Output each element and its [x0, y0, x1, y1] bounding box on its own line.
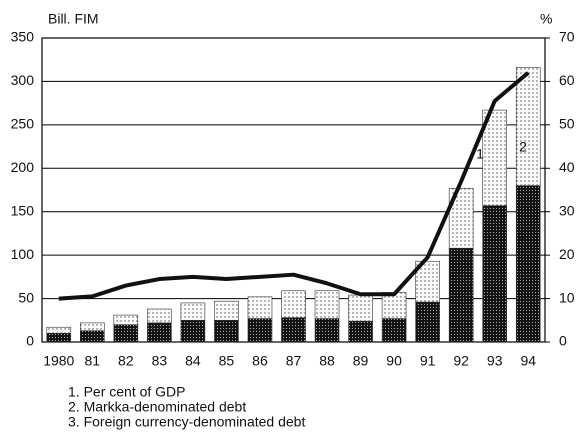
bar	[281, 290, 306, 318]
y-tick-label: 300	[11, 72, 35, 88]
legend-entry: 2. Markka-denominated debt	[68, 399, 246, 415]
x-tick-label: 86	[252, 353, 268, 369]
x-tick-label: 85	[219, 353, 235, 369]
bar	[180, 319, 206, 343]
y2-tick-label: 20	[559, 246, 575, 262]
x-tick-label: 1980	[43, 353, 74, 369]
x-tick-label: 91	[420, 353, 436, 369]
y2-tick-label: 60	[559, 72, 575, 88]
bar	[113, 314, 139, 325]
bar	[482, 109, 508, 206]
y2-tick-label: 40	[559, 159, 575, 175]
x-tick-label: 92	[453, 353, 469, 369]
x-tick-label: 93	[487, 353, 503, 369]
x-tick-label: 84	[185, 353, 201, 369]
bar	[80, 330, 105, 343]
bar	[46, 333, 72, 343]
x-tick-label: 89	[353, 353, 369, 369]
bar	[214, 319, 239, 343]
bar	[281, 317, 306, 343]
bar	[113, 324, 139, 343]
annotation: 2	[519, 139, 527, 155]
bar	[515, 67, 541, 186]
annotation: 1	[476, 146, 484, 162]
bar	[348, 294, 373, 322]
y-tick-label: 100	[11, 246, 35, 262]
y-tick-label: 50	[18, 289, 34, 305]
y-tick-label: 150	[11, 202, 35, 218]
x-tick-label: 87	[286, 353, 302, 369]
y2-tick-label: 10	[559, 289, 575, 305]
y2-axis-label: %	[540, 11, 552, 27]
y2-tick-label: 50	[559, 116, 575, 132]
y2-tick-label: 30	[559, 202, 575, 218]
line	[58, 71, 530, 301]
bar	[314, 318, 340, 343]
annotation: 3	[519, 227, 527, 243]
x-tick-label: 82	[118, 353, 134, 369]
legend-entry: 1. Per cent of GDP	[68, 384, 186, 400]
bar	[515, 185, 541, 343]
bar	[381, 318, 407, 343]
y2-tick-label: 0	[559, 333, 567, 349]
bar	[147, 322, 172, 343]
y-tick-label: 200	[11, 159, 35, 175]
bar	[247, 318, 273, 343]
y-tick-label: 0	[26, 333, 34, 349]
x-tick-label: 94	[520, 353, 536, 369]
y2-tick-label: 70	[559, 29, 575, 45]
y-tick-label: 250	[11, 116, 35, 132]
y-axis-label: Bill. FIM	[48, 11, 99, 27]
bar	[482, 205, 508, 343]
bar	[314, 290, 340, 319]
x-tick-label: 88	[319, 353, 335, 369]
x-tick-label: 83	[152, 353, 168, 369]
bar	[80, 322, 105, 332]
legend-entry: 3. Foreign currency-denominated debt	[68, 414, 305, 430]
bar	[415, 301, 440, 343]
x-tick-label: 90	[386, 353, 402, 369]
x-tick-label: 81	[85, 353, 101, 369]
bar	[147, 308, 172, 324]
bar	[214, 300, 239, 321]
bar	[46, 326, 72, 334]
bar	[348, 320, 373, 343]
bar	[247, 296, 273, 319]
bar	[448, 247, 474, 343]
y-tick-label: 350	[11, 29, 35, 45]
bar	[180, 302, 206, 321]
bar	[381, 292, 407, 319]
